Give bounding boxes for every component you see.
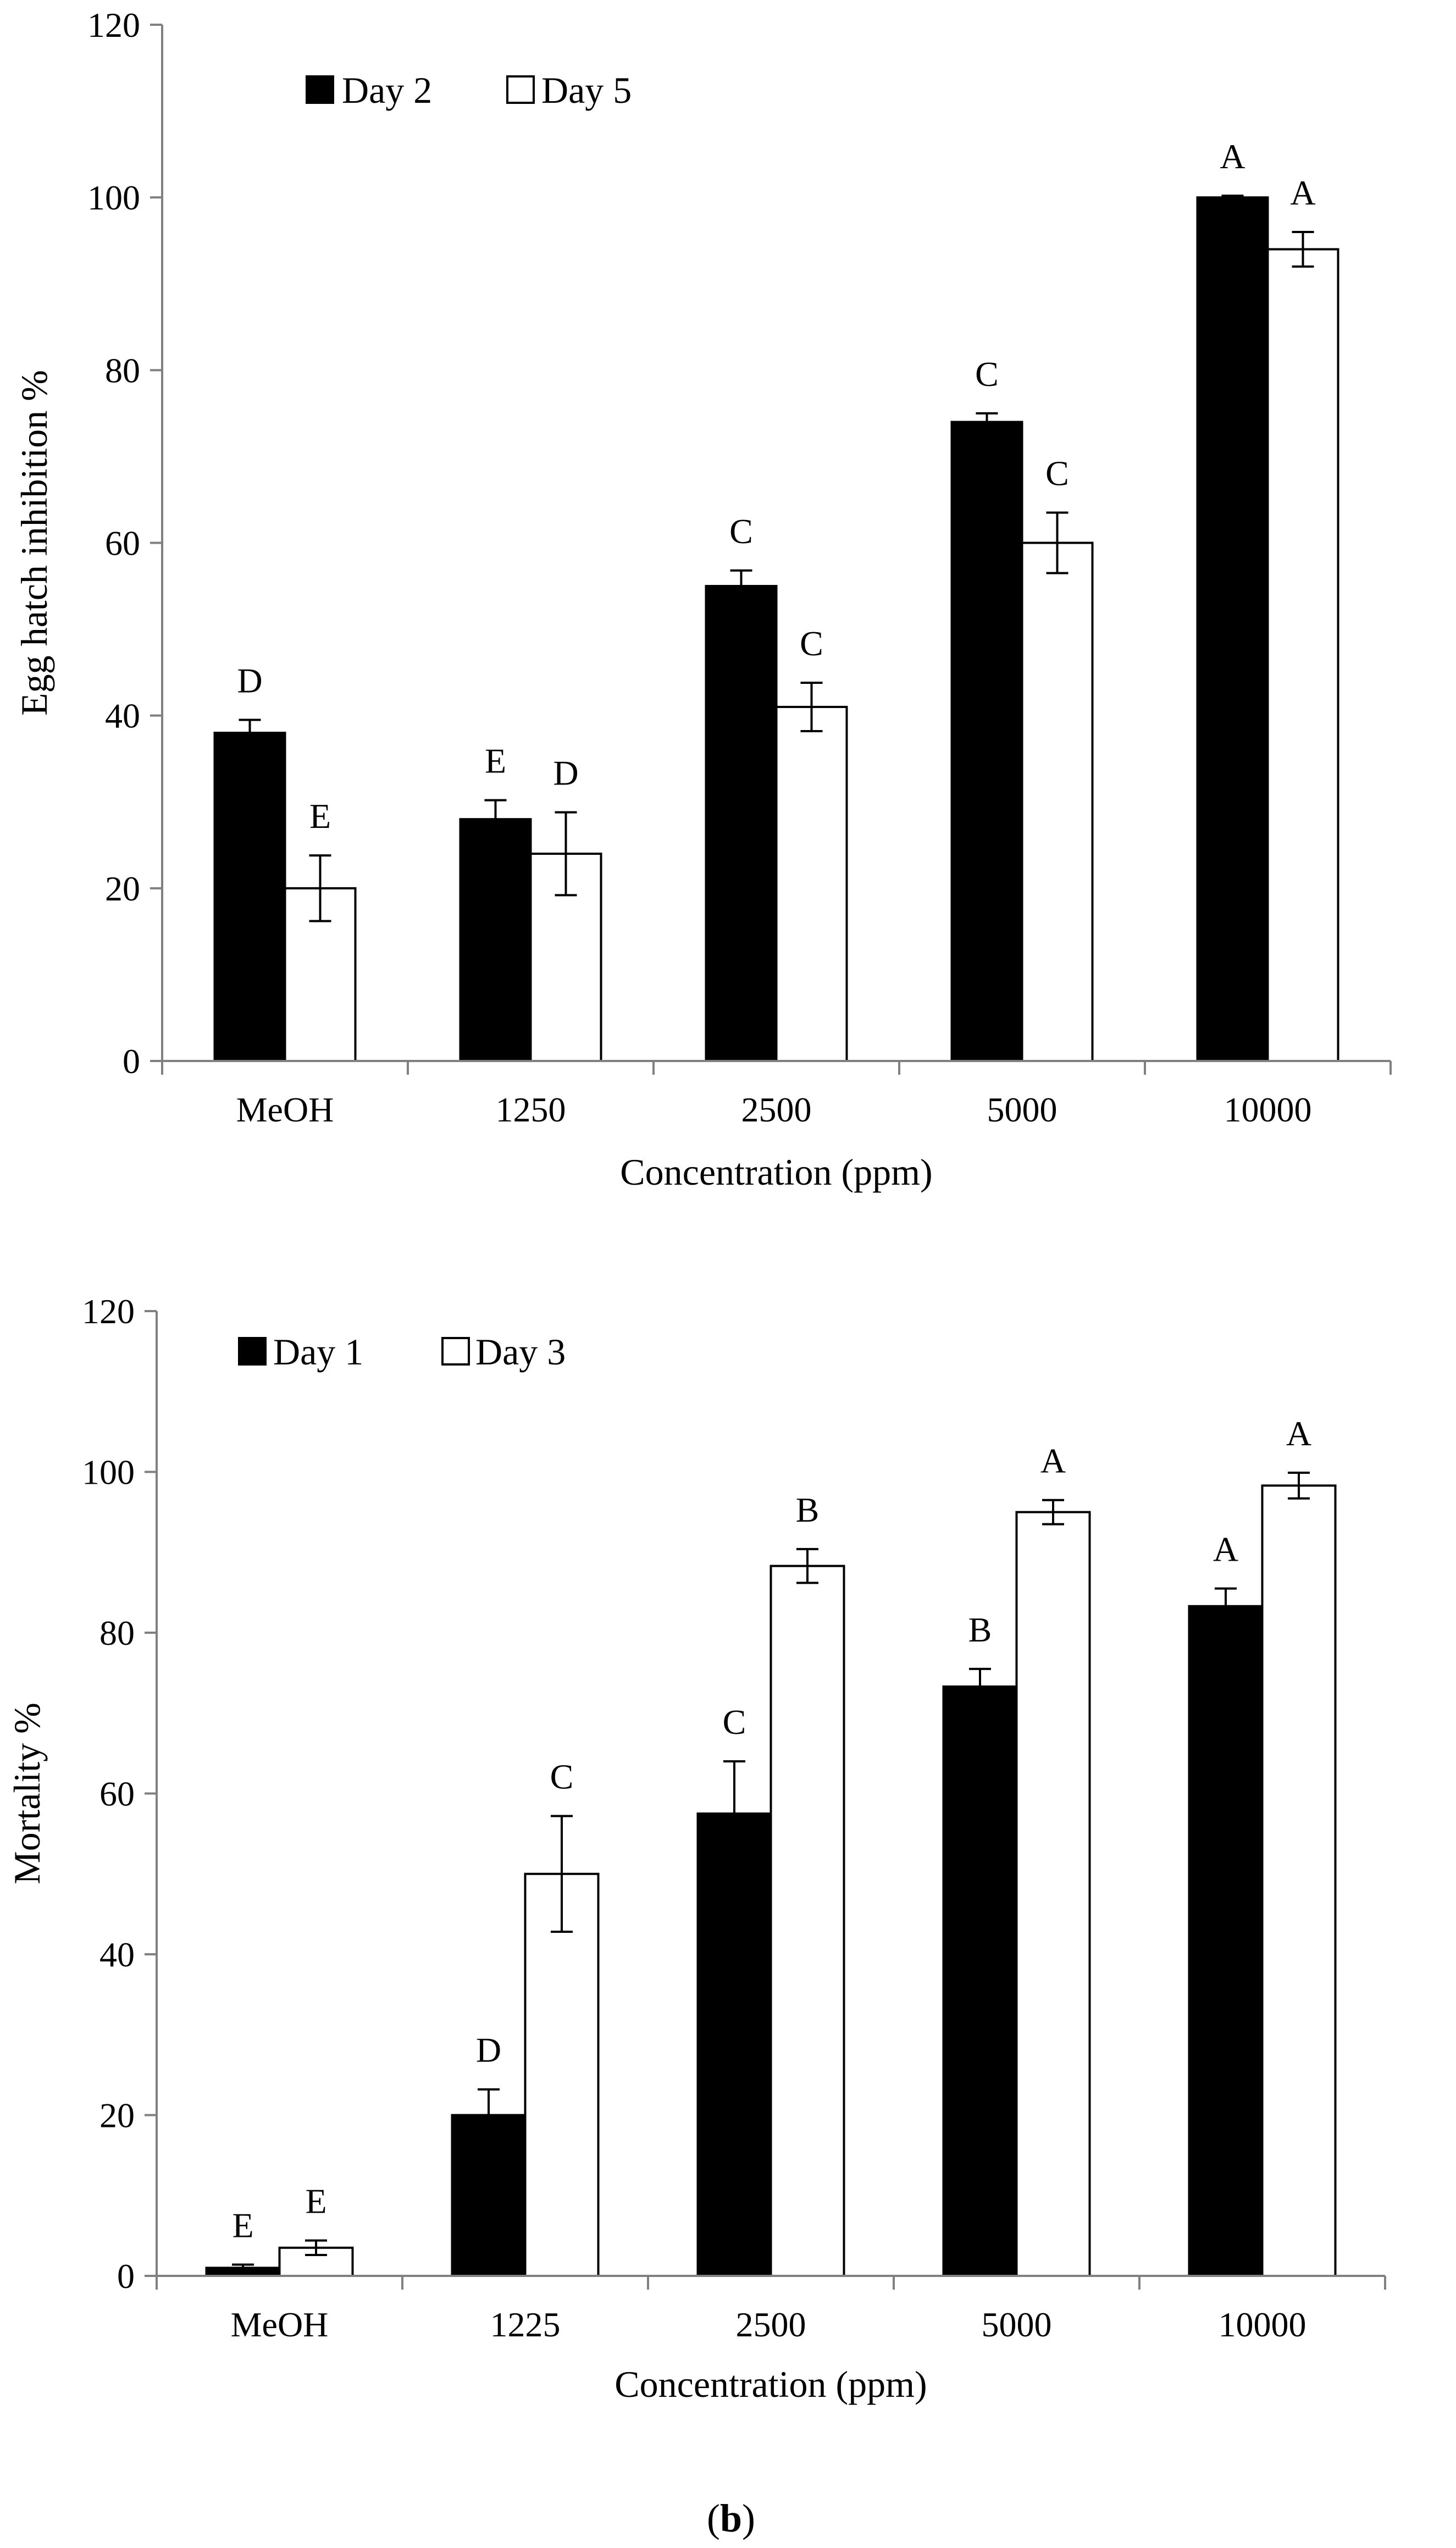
y-tick-label: 40 bbox=[99, 1935, 135, 1974]
significance-label: C bbox=[550, 1757, 574, 1796]
y-tick-label: 80 bbox=[105, 351, 140, 390]
y-axis-title: Mortality % bbox=[6, 1703, 48, 1884]
bar-first-series bbox=[950, 421, 1023, 1062]
x-tick-label: 2500 bbox=[741, 1090, 812, 1129]
bar-second-series bbox=[1015, 1511, 1091, 2277]
significance-label: D bbox=[237, 661, 262, 700]
bar-first-series bbox=[1196, 196, 1269, 1063]
y-tick-label: 120 bbox=[87, 5, 140, 45]
bar-second-series bbox=[769, 1565, 845, 2277]
bar-second-series bbox=[1021, 541, 1094, 1062]
caption-open: ( bbox=[707, 2496, 720, 2540]
bar-second-series bbox=[524, 1872, 600, 2277]
x-tick-label: MeOH bbox=[231, 2305, 329, 2344]
bar-first-series bbox=[942, 1685, 1018, 2277]
significance-label: A bbox=[1286, 1414, 1311, 1453]
significance-label: C bbox=[800, 624, 823, 663]
x-tick-label: MeOH bbox=[236, 1090, 334, 1129]
bar-second-series bbox=[1266, 248, 1339, 1063]
y-tick-label: 0 bbox=[123, 1042, 140, 1081]
significance-label: A bbox=[1040, 1441, 1066, 1480]
legend-swatch bbox=[441, 1337, 470, 1366]
significance-label: E bbox=[305, 2182, 326, 2221]
legend-swatch bbox=[238, 1337, 267, 1366]
y-tick-label: 0 bbox=[117, 2257, 135, 2296]
significance-label: D bbox=[553, 754, 578, 793]
y-axis-title: Egg hatch inhibition % bbox=[13, 370, 55, 716]
legend-label: Day 5 bbox=[541, 69, 632, 111]
bar-first-series bbox=[213, 732, 286, 1063]
y-tick-label: 40 bbox=[105, 697, 140, 736]
bar-first-series bbox=[1188, 1605, 1264, 2277]
bar-first-series bbox=[705, 585, 778, 1062]
legend-swatch bbox=[306, 75, 334, 104]
legend-label: Day 1 bbox=[273, 1331, 363, 1373]
x-tick-label: 5000 bbox=[982, 2305, 1052, 2344]
caption-close: ) bbox=[742, 2496, 755, 2540]
x-tick-label: 1250 bbox=[496, 1090, 566, 1129]
legend-label: Day 3 bbox=[475, 1331, 566, 1373]
bar-second-series bbox=[1261, 1484, 1337, 2277]
x-tick-label: 5000 bbox=[987, 1090, 1058, 1129]
x-tick-label: 2500 bbox=[736, 2305, 806, 2344]
significance-label: C bbox=[1045, 454, 1069, 493]
bar-first-series bbox=[696, 1812, 772, 2277]
significance-label: E bbox=[309, 797, 331, 836]
y-tick-label: 20 bbox=[105, 869, 140, 908]
y-tick-label: 120 bbox=[82, 1292, 135, 1331]
significance-label: E bbox=[485, 742, 506, 781]
x-axis-title: Concentration (ppm) bbox=[614, 2363, 927, 2405]
y-tick-label: 20 bbox=[99, 2096, 135, 2135]
legend-swatch bbox=[506, 75, 535, 104]
significance-label: B bbox=[796, 1490, 820, 1529]
figure-caption: (b) bbox=[707, 2496, 755, 2540]
significance-label: B bbox=[968, 1610, 992, 1649]
significance-label: A bbox=[1290, 173, 1315, 212]
significance-label: C bbox=[729, 512, 753, 551]
y-tick-label: 60 bbox=[99, 1775, 135, 1814]
y-tick-label: 100 bbox=[87, 178, 140, 217]
egg-hatch-inhibition-chart: 0 20 40 60 80 100 120 D E C C A E D C C A MeOH 1250 2500 500… bbox=[13, 5, 1392, 1193]
legend-label: Day 2 bbox=[342, 69, 432, 111]
x-tick-label: 10000 bbox=[1219, 2305, 1306, 2344]
x-axis-title: Concentration (ppm) bbox=[620, 1151, 932, 1193]
y-tick-label: 100 bbox=[82, 1453, 135, 1492]
bar-first-series bbox=[459, 818, 532, 1062]
significance-label: C bbox=[723, 1703, 746, 1742]
significance-label: A bbox=[1213, 1530, 1238, 1569]
y-tick-label: 60 bbox=[105, 524, 140, 563]
y-tick-label: 80 bbox=[99, 1613, 135, 1652]
bar-second-series bbox=[775, 705, 848, 1063]
mortality-chart: 0 20 40 60 80 100 120 E D C B A E C B A A MeOH 1225 2500 500… bbox=[6, 1292, 1386, 2405]
significance-label: E bbox=[232, 2206, 253, 2245]
caption-letter: b bbox=[720, 2496, 742, 2540]
significance-label: C bbox=[975, 355, 999, 394]
x-tick-label: 1225 bbox=[490, 2305, 561, 2344]
significance-label: D bbox=[476, 2031, 501, 2070]
significance-label: A bbox=[1220, 137, 1245, 176]
x-tick-label: 10000 bbox=[1224, 1090, 1312, 1129]
